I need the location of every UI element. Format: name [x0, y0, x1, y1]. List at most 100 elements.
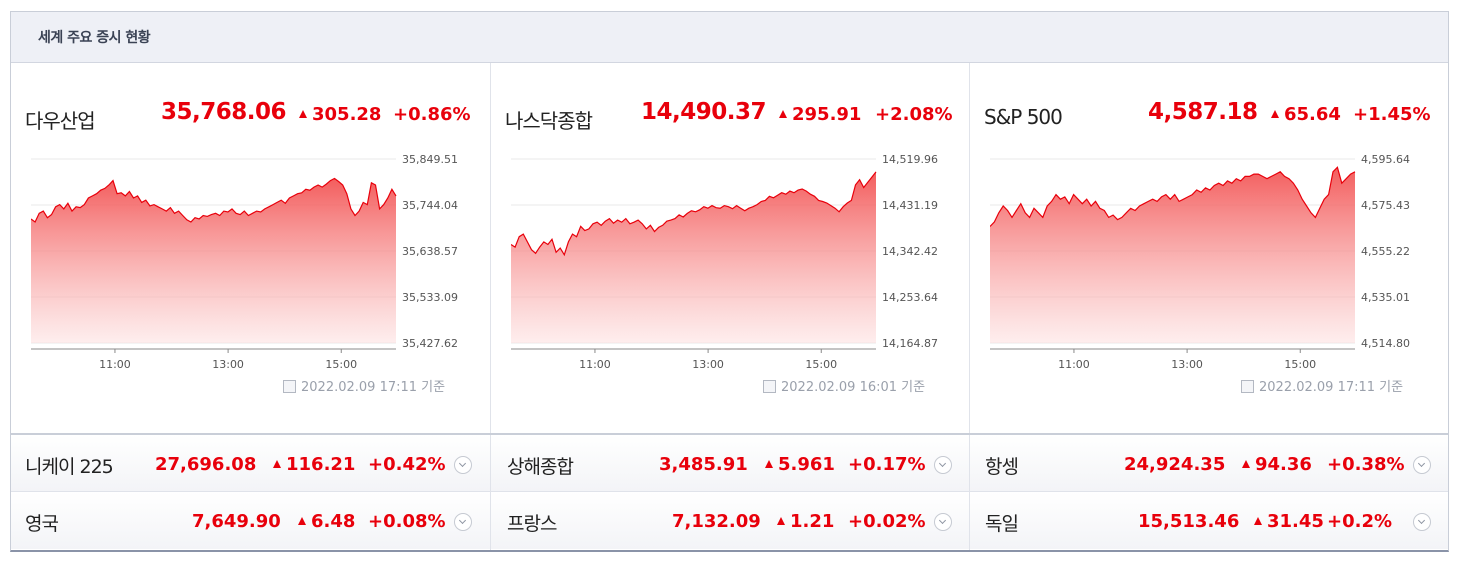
widget-header: 세계 주요 증시 현황 — [11, 12, 1448, 63]
y-tick-label: 14,253.64 — [882, 291, 938, 304]
index-change: 1.21 — [777, 511, 834, 532]
timestamp: 2022.02.09 17:11 기준 — [1241, 376, 1403, 395]
timestamp: 2022.02.09 16:01 기준 — [763, 376, 925, 395]
index-value: 24,924.35 — [1124, 454, 1226, 475]
index-value: 7,132.09 — [672, 511, 761, 532]
x-tick-label: 13:00 — [1171, 358, 1203, 370]
index-cell-shanghai[interactable]: 상해종합 3,485.91 5.961 +0.17% — [491, 435, 970, 493]
y-tick-label: 4,514.80 — [1361, 337, 1410, 350]
index-cell-germany[interactable]: 독일 15,513.46 31.45 +0.2% — [970, 492, 1448, 550]
up-arrow-icon — [273, 460, 281, 468]
index-value: 4,587.18 — [1148, 99, 1258, 125]
expand-toggle-icon[interactable] — [934, 513, 952, 531]
index-value: 3,485.91 — [659, 454, 748, 475]
index-value: 27,696.08 — [155, 454, 257, 475]
calendar-icon — [763, 380, 776, 393]
x-tick-label: 11:00 — [99, 358, 131, 370]
index-row: 영국 7,649.90 6.48 +0.08% 프랑스 7,132.09 1.2… — [11, 491, 1448, 550]
y-tick-label: 35,533.09 — [402, 291, 458, 304]
x-tick-label: 11:00 — [579, 358, 611, 370]
expand-toggle-icon[interactable] — [934, 456, 952, 474]
x-tick-label: 11:00 — [1058, 358, 1090, 370]
y-tick-label: 14,431.19 — [882, 199, 938, 212]
y-tick-label: 14,164.87 — [882, 337, 938, 350]
y-tick-label: 35,744.04 — [402, 199, 458, 212]
index-change: 116.21 — [273, 454, 355, 475]
index-value: 7,649.90 — [192, 511, 281, 532]
y-tick-label: 14,519.96 — [882, 155, 938, 166]
y-tick-label: 14,342.42 — [882, 245, 938, 258]
series-area — [990, 167, 1355, 343]
index-change: 94.36 — [1242, 454, 1312, 475]
index-name: 니케이 225 — [25, 456, 114, 478]
x-tick-label: 15:00 — [1284, 358, 1316, 370]
index-panel-sp500[interactable]: S&P 500 4,587.18 65.64 +1.45% 4,595.64 4,… — [970, 63, 1448, 433]
y-tick-label: 4,555.22 — [1361, 245, 1410, 258]
index-percent: +0.2% — [1327, 511, 1393, 532]
index-percent: +0.08% — [368, 511, 446, 532]
index-name: 상해종합 — [507, 456, 574, 478]
y-tick-label: 35,427.62 — [402, 337, 458, 350]
calendar-icon — [1241, 380, 1254, 393]
index-name: S&P 500 — [984, 105, 1063, 129]
series-line — [511, 171, 877, 257]
up-arrow-icon — [1254, 517, 1262, 525]
index-percent: +0.17% — [848, 454, 926, 475]
index-change: 5.961 — [765, 454, 835, 475]
up-arrow-icon — [299, 110, 307, 118]
series-line — [31, 177, 397, 223]
index-value: 14,490.37 — [641, 99, 767, 125]
y-tick-label: 35,849.51 — [402, 155, 458, 166]
intraday-chart: 4,595.64 4,575.43 4,555.22 4,535.01 4,514.80… — [990, 155, 1410, 370]
y-tick-label: 4,575.43 — [1361, 199, 1410, 212]
index-percent: +0.42% — [368, 454, 446, 475]
intraday-chart: 14,519.96 14,431.19 14,342.42 14,253.64 14,1… — [511, 155, 938, 370]
index-percent: +2.08% — [875, 104, 953, 125]
timestamp: 2022.02.09 17:11 기준 — [283, 376, 445, 395]
up-arrow-icon — [777, 517, 785, 525]
index-panel-dow[interactable]: 다우산업 35,768.06 305.28 +0.86% 35,849.51 35… — [11, 63, 491, 433]
expand-toggle-icon[interactable] — [1413, 456, 1431, 474]
index-percent: +0.86% — [393, 104, 471, 125]
y-tick-label: 35,638.57 — [402, 245, 458, 258]
index-percent: +1.45% — [1353, 104, 1431, 125]
intraday-chart: 35,849.51 35,744.04 35,638.57 35,533.09 35,4… — [31, 155, 458, 370]
calendar-icon — [283, 380, 296, 393]
expand-toggle-icon[interactable] — [454, 513, 472, 531]
index-cell-france[interactable]: 프랑스 7,132.09 1.21 +0.02% — [491, 492, 970, 550]
index-value: 15,513.46 — [1138, 511, 1240, 532]
up-arrow-icon — [298, 517, 306, 525]
index-cell-hangseng[interactable]: 항셍 24,924.35 94.36 +0.38% — [970, 435, 1448, 493]
index-name: 프랑스 — [507, 513, 557, 535]
index-name: 영국 — [25, 513, 59, 535]
expand-toggle-icon[interactable] — [454, 456, 472, 474]
x-tick-label: 15:00 — [325, 358, 357, 370]
index-change: 305.28 — [299, 104, 381, 125]
expand-toggle-icon[interactable] — [1413, 513, 1431, 531]
series-line — [990, 166, 1356, 227]
index-cell-nikkei[interactable]: 니케이 225 27,696.08 116.21 +0.42% — [11, 435, 491, 493]
up-arrow-icon — [1242, 460, 1250, 468]
up-arrow-icon — [1271, 110, 1279, 118]
x-tick-label: 15:00 — [805, 358, 837, 370]
up-arrow-icon — [765, 460, 773, 468]
y-tick-label: 4,535.01 — [1361, 291, 1410, 304]
index-name: 다우산업 — [25, 109, 96, 133]
up-arrow-icon — [779, 110, 787, 118]
world-markets-widget: 세계 주요 증시 현황 다우산업 35,768.06 305.28 +0.86%… — [10, 11, 1449, 552]
index-name: 나스닥종합 — [505, 109, 593, 133]
series-area — [31, 178, 396, 343]
index-cell-uk[interactable]: 영국 7,649.90 6.48 +0.08% — [11, 492, 491, 550]
index-percent: +0.38% — [1327, 454, 1405, 475]
index-name: 항셍 — [985, 456, 1019, 478]
index-name: 독일 — [985, 513, 1019, 535]
x-tick-label: 13:00 — [692, 358, 724, 370]
index-panel-nasdaq[interactable]: 나스닥종합 14,490.37 295.91 +2.08% 14,519.96 1… — [491, 63, 970, 433]
index-change: 31.45 — [1254, 511, 1324, 532]
index-change: 65.64 — [1271, 104, 1341, 125]
index-row: 니케이 225 27,696.08 116.21 +0.42% 상해종합 3,4… — [11, 433, 1448, 493]
x-tick-label: 13:00 — [212, 358, 244, 370]
index-percent: +0.02% — [848, 511, 926, 532]
y-tick-label: 4,595.64 — [1361, 155, 1410, 166]
index-change: 295.91 — [779, 104, 861, 125]
